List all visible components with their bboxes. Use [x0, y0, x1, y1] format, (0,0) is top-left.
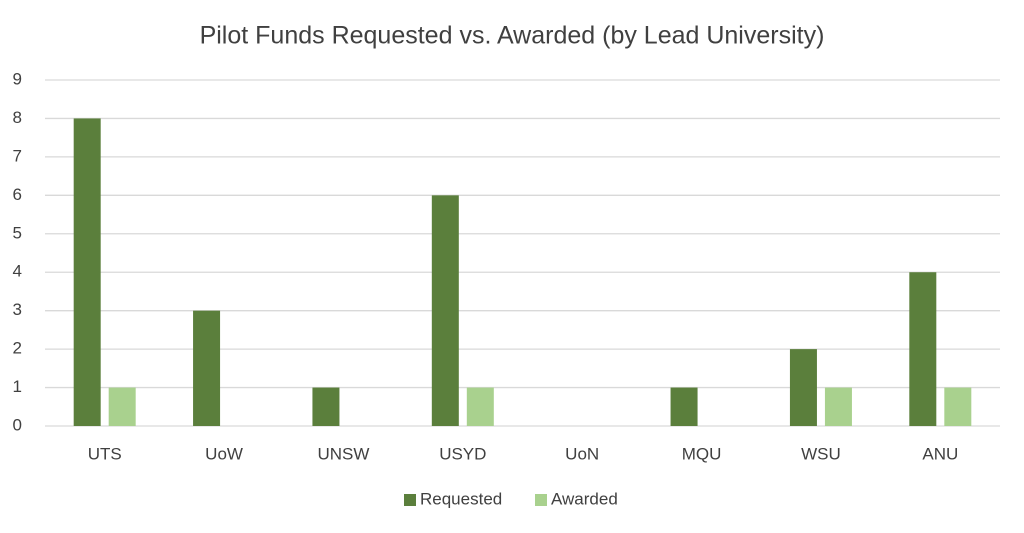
- y-tick-label: 1: [13, 377, 22, 396]
- bar: [312, 387, 340, 426]
- x-tick-label: UoN: [565, 444, 599, 463]
- legend-swatch: [404, 494, 416, 506]
- x-tick-label: USYD: [439, 444, 486, 463]
- y-tick-label: 6: [13, 185, 22, 204]
- y-tick-label: 3: [13, 300, 22, 319]
- bar: [789, 349, 817, 426]
- y-tick-label: 0: [13, 415, 22, 434]
- chart-title: Pilot Funds Requested vs. Awarded (by Le…: [200, 22, 825, 50]
- bar: [824, 387, 852, 426]
- bar: [73, 118, 101, 426]
- bar: [466, 387, 494, 426]
- x-tick-label: WSU: [801, 444, 841, 463]
- bar: [670, 387, 698, 426]
- y-tick-label: 5: [13, 223, 22, 242]
- x-tick-label: ANU: [922, 444, 958, 463]
- y-tick-label: 9: [13, 69, 22, 88]
- bar: [909, 272, 937, 426]
- x-tick-label: UoW: [205, 444, 243, 463]
- bar: [431, 195, 459, 426]
- x-tick-label: MQU: [682, 444, 722, 463]
- bar: [944, 387, 972, 426]
- legend-label: Awarded: [551, 489, 618, 508]
- x-tick-label: UTS: [88, 444, 122, 463]
- x-tick-label: UNSW: [317, 444, 369, 463]
- y-tick-label: 8: [13, 108, 22, 127]
- y-tick-label: 7: [13, 146, 22, 165]
- bar: [193, 310, 221, 426]
- legend-label: Requested: [420, 489, 502, 508]
- bar: [108, 387, 136, 426]
- y-tick-label: 4: [13, 262, 22, 281]
- y-tick-label: 2: [13, 339, 22, 358]
- legend-swatch: [535, 494, 547, 506]
